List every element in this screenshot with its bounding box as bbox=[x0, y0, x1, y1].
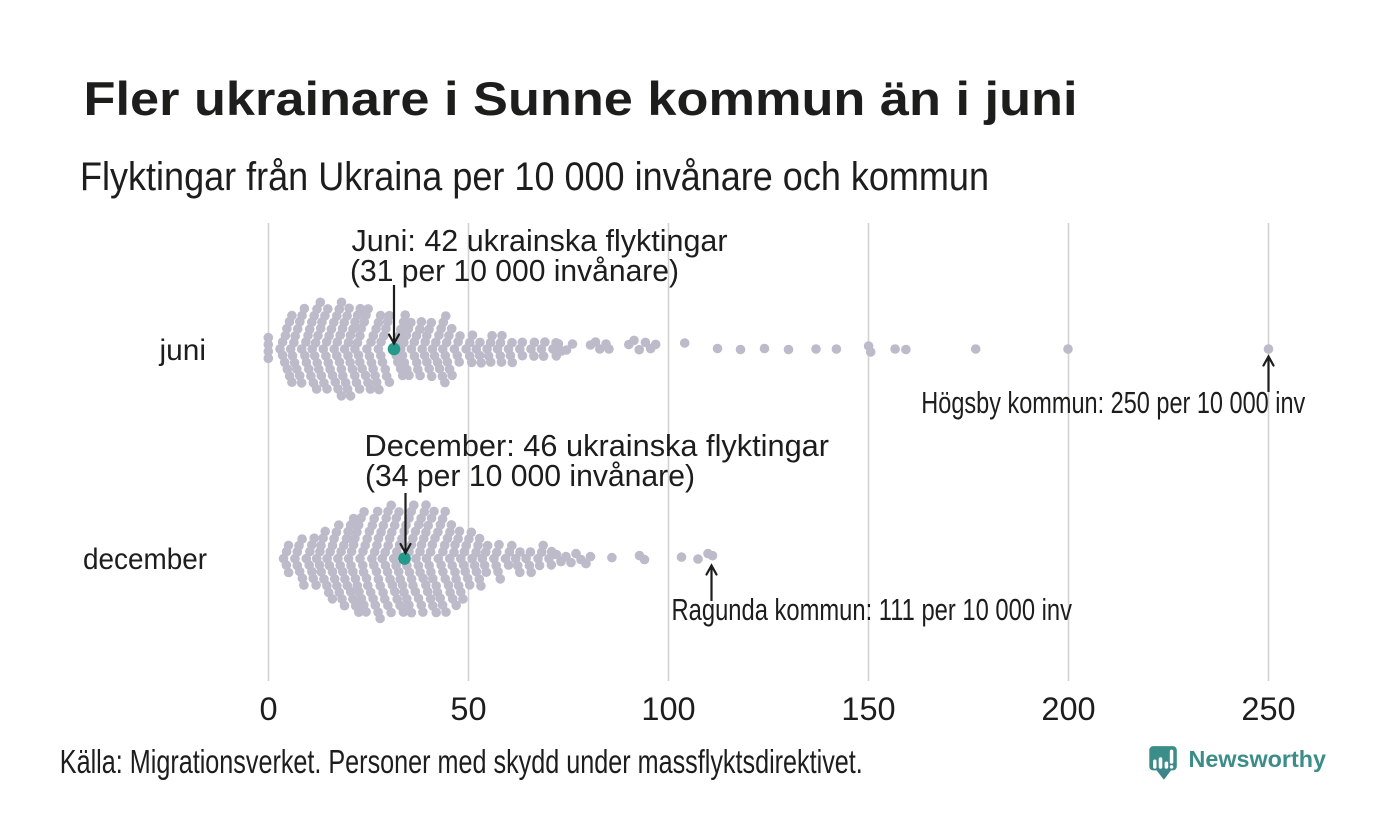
svg-text:50: 50 bbox=[450, 691, 486, 727]
svg-text:250: 250 bbox=[1241, 691, 1295, 727]
svg-text:Fler ukrainare i Sunne kommun: Fler ukrainare i Sunne kommun än i juni bbox=[84, 72, 1078, 125]
svg-text:december: december bbox=[83, 543, 207, 576]
svg-text:Newsworthy: Newsworthy bbox=[1189, 746, 1327, 772]
svg-text:Juni: 42 ukrainska flyktingar: Juni: 42 ukrainska flyktingar bbox=[352, 223, 728, 258]
svg-text:100: 100 bbox=[641, 691, 695, 727]
svg-text:December: 46 ukrainska flyktin: December: 46 ukrainska flyktingar bbox=[365, 428, 830, 463]
svg-text:150: 150 bbox=[841, 691, 895, 727]
svg-text:Källa: Migrationsverket. Perso: Källa: Migrationsverket. Personer med sk… bbox=[60, 743, 863, 780]
svg-text:Flyktingar från Ukraina per 10: Flyktingar från Ukraina per 10 000 invån… bbox=[80, 155, 989, 199]
svg-text:(31 per 10 000 invånare): (31 per 10 000 invånare) bbox=[350, 253, 679, 288]
svg-text:(34 per 10 000 invånare): (34 per 10 000 invånare) bbox=[365, 458, 695, 493]
svg-text:200: 200 bbox=[1041, 691, 1095, 727]
svg-text:juni: juni bbox=[159, 334, 206, 367]
svg-text:Högsby kommun: 250 per 10 000: Högsby kommun: 250 per 10 000 inv bbox=[921, 385, 1305, 420]
svg-text:0: 0 bbox=[259, 691, 277, 727]
svg-text:Ragunda kommun: 111 per 10 000: Ragunda kommun: 111 per 10 000 inv bbox=[672, 592, 1073, 627]
